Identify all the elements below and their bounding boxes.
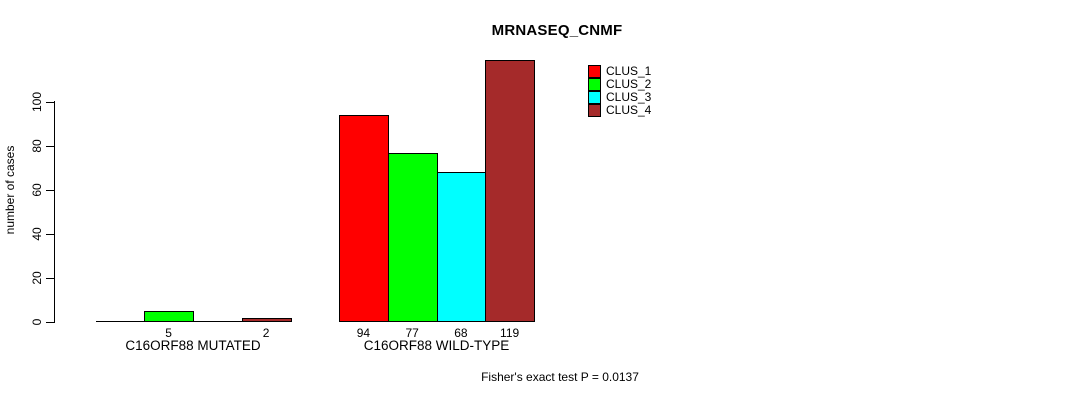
y-axis-label: number of cases bbox=[3, 145, 17, 235]
legend-item: CLUS_1 bbox=[588, 65, 651, 78]
group-label: C16ORF88 WILD-TYPE bbox=[363, 338, 510, 353]
y-tick-mark bbox=[46, 321, 54, 323]
y-tick-label: 80 bbox=[30, 139, 44, 153]
legend-item: CLUS_2 bbox=[588, 78, 651, 91]
y-tick-mark bbox=[46, 101, 54, 103]
annotation-text: Fisher's exact test P = 0.0137 bbox=[481, 370, 639, 384]
bar-value-label: 119 bbox=[500, 326, 520, 340]
y-tick-label: 0 bbox=[30, 318, 44, 326]
legend-label: CLUS_3 bbox=[606, 90, 652, 104]
bar-value-label: 94 bbox=[356, 326, 371, 340]
zero-height-bar bbox=[193, 321, 243, 322]
y-tick-mark bbox=[46, 189, 54, 191]
y-tick-label: 60 bbox=[30, 183, 44, 197]
y-tick-label: 20 bbox=[30, 271, 44, 285]
legend-label: CLUS_1 bbox=[606, 64, 652, 78]
bar-value-label: 2 bbox=[262, 326, 270, 340]
zero-height-bar bbox=[95, 321, 146, 322]
y-tick-label: 40 bbox=[30, 227, 44, 241]
y-tick-label: 100 bbox=[30, 91, 44, 113]
clus_3-swatch-icon bbox=[588, 91, 601, 104]
chart-title: MRNASEQ_CNMF bbox=[491, 22, 623, 39]
legend-item: CLUS_4 bbox=[588, 104, 651, 117]
bar-value-label: 77 bbox=[405, 326, 419, 340]
bar-value-label: 5 bbox=[165, 326, 172, 340]
bar-clus_4 bbox=[241, 317, 292, 322]
legend: CLUS_1 CLUS_2 CLUS_3 CLUS_4 bbox=[588, 65, 651, 117]
legend-item: CLUS_3 bbox=[588, 91, 651, 104]
y-tick-mark bbox=[46, 277, 54, 279]
bar-clus_1 bbox=[339, 115, 389, 322]
bar-clus_3 bbox=[436, 172, 487, 322]
bar-clus_4 bbox=[485, 60, 535, 322]
y-tick-mark bbox=[46, 145, 54, 147]
group-label: C16ORF88 MUTATED bbox=[125, 338, 261, 353]
legend-label: CLUS_4 bbox=[606, 103, 652, 117]
y-tick-mark bbox=[46, 233, 54, 235]
bar-value-label: 68 bbox=[454, 326, 468, 340]
bar-clus_2 bbox=[387, 152, 438, 322]
bar-clus_2 bbox=[144, 311, 194, 322]
legend-label: CLUS_2 bbox=[606, 77, 652, 91]
clus_1-swatch-icon bbox=[588, 65, 601, 78]
clus_4-swatch-icon bbox=[588, 104, 601, 117]
clus_2-swatch-icon bbox=[588, 78, 601, 91]
y-axis-line bbox=[54, 101, 55, 323]
